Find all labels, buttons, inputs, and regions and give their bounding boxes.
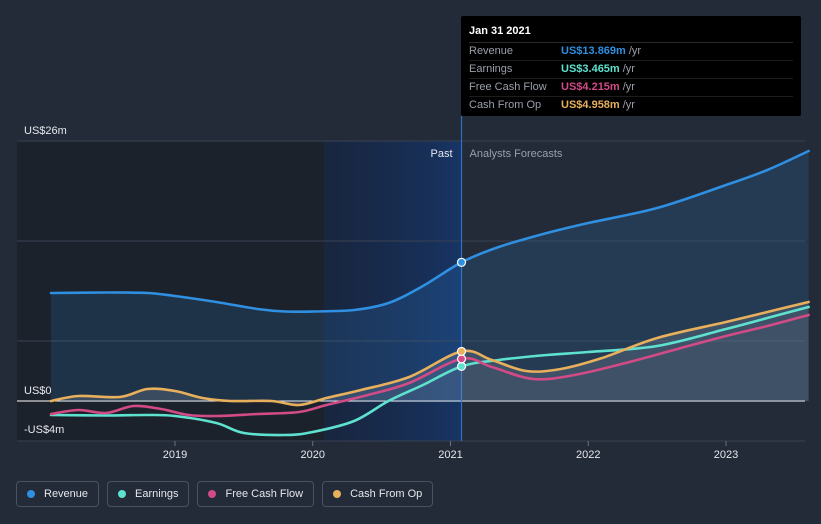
tooltip-date: Jan 31 2021: [469, 24, 793, 43]
x-tick-label: 2022: [576, 449, 600, 461]
chart-area: US$26m US$0 -US$4m Past Analysts Forecasts 20…: [17, 116, 810, 461]
earnings-marker: [456, 361, 467, 371]
legend-item-earnings[interactable]: Earnings: [107, 481, 190, 507]
past-highlight: [323, 141, 462, 441]
tooltip-row: Cash From Op US$4.958m/yr: [469, 97, 793, 114]
tooltip-row-label: Cash From Op: [469, 99, 542, 111]
tooltip-row: Revenue US$13.869m/yr: [469, 43, 793, 61]
legend-label: Revenue: [44, 488, 89, 500]
y-label-zero: US$0: [24, 385, 52, 397]
legend-dot-icon: [118, 490, 127, 498]
free-cash-flow-line: [49, 313, 810, 418]
tooltip-row: Earnings US$3.465m/yr: [469, 61, 793, 79]
revenue-line: [49, 149, 810, 314]
past-label: Past: [431, 148, 453, 160]
forecast-label: Analysts Forecasts: [470, 148, 563, 160]
tooltip-row-unit: /yr: [628, 45, 642, 57]
tooltip-row-label: Free Cash Flow: [469, 81, 547, 93]
cash-from-op-area: [51, 302, 809, 406]
gridlines: [17, 116, 805, 446]
chart-background: [17, 141, 462, 441]
earnings-line: [49, 305, 810, 437]
free-cash-flow-marker: [456, 354, 467, 364]
x-tick-label: 2020: [301, 449, 325, 461]
x-tick-label: 2023: [714, 449, 738, 461]
x-tick-label: 2019: [163, 449, 187, 461]
legend-label: Earnings: [135, 488, 179, 500]
series-lines: [49, 149, 810, 437]
revenue-marker: [456, 257, 467, 267]
tooltip-row-unit: /yr: [622, 63, 635, 75]
y-label-bottom: -US$4m: [24, 424, 64, 436]
cash-from-op-marker: [456, 346, 467, 357]
legend-label: Free Cash Flow: [225, 488, 304, 500]
y-label-top: US$26m: [24, 125, 67, 137]
legend: Revenue Earnings Free Cash Flow Cash From O…: [16, 481, 434, 507]
cash-from-op-line: [49, 300, 810, 407]
tooltip-row-value: US$3.465m: [561, 63, 620, 75]
tooltip-row-unit: /yr: [622, 99, 635, 111]
legend-item-revenue[interactable]: Revenue: [16, 481, 100, 507]
tooltip-row: Free Cash Flow US$4.215m/yr: [469, 79, 793, 97]
legend-dot-icon: [27, 490, 35, 498]
revenue-area: [51, 151, 809, 401]
legend-item-free-cash-flow[interactable]: Free Cash Flow: [197, 481, 315, 507]
tooltip-row-unit: /yr: [622, 81, 635, 93]
tooltip-row-label: Earnings: [469, 63, 513, 75]
tooltip-row-label: Revenue: [469, 45, 514, 57]
highlight-markers: [456, 257, 467, 371]
x-tick-label: 2021: [438, 449, 462, 461]
tooltip-row-value: US$13.869m: [561, 45, 626, 57]
axis-labels: US$26m US$0 -US$4m Past Analysts Forecasts 20…: [24, 125, 738, 461]
tooltip: Jan 31 2021 Revenue US$13.869m/yr Earnings…: [461, 16, 801, 116]
legend-item-cash-from-op[interactable]: Cash From Op: [322, 481, 434, 507]
legend-dot-icon: [208, 490, 217, 498]
tooltip-row-value: US$4.958m: [561, 99, 620, 111]
tooltip-row-value: US$4.215m: [561, 81, 620, 93]
legend-dot-icon: [333, 490, 342, 498]
legend-label: Cash From Op: [350, 488, 423, 500]
